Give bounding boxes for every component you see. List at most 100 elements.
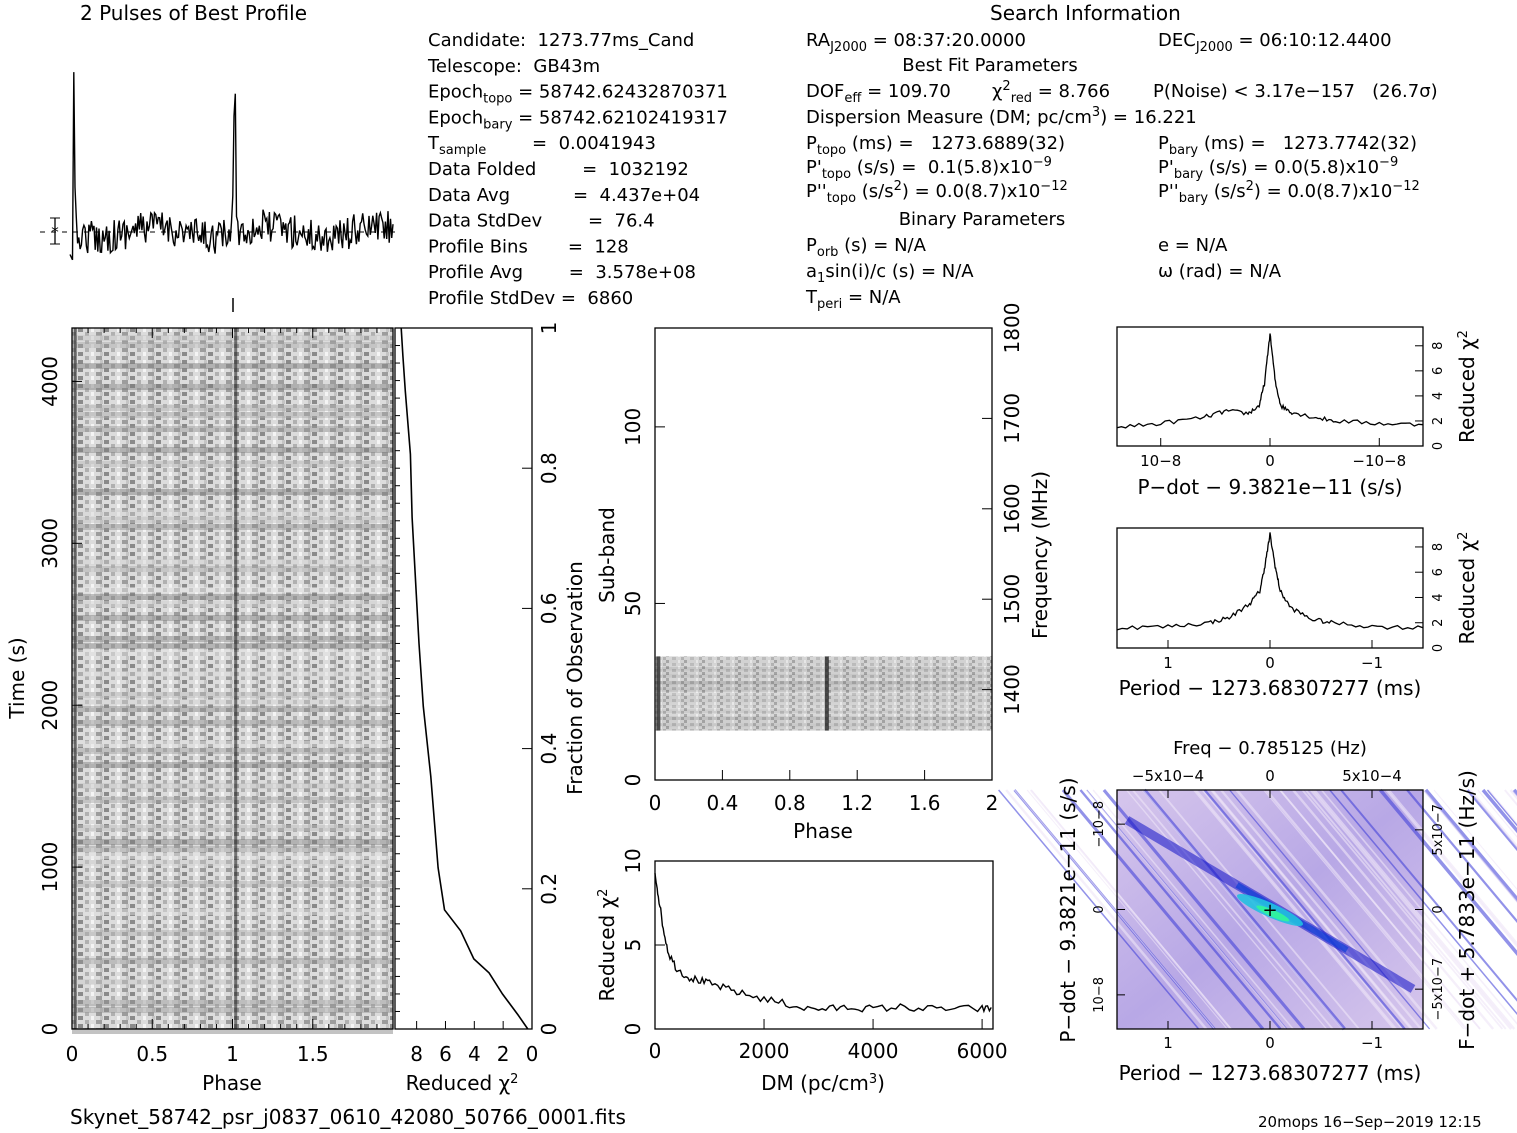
time-phase-band — [72, 426, 393, 432]
period_chi2-ytick: 6 — [1431, 568, 1446, 576]
p-pdot-streak — [998, 789, 1200, 1030]
subband-xlabel: Phase — [793, 819, 853, 843]
pddot-topo-value: P''topo (s/s2) = 0.0(8.7)x10−12 — [806, 179, 1068, 206]
candidate-info: Candidate: 1273.77ms_Cand Telescope: GB43… — [427, 30, 728, 309]
p-pdot-streak — [1026, 789, 1228, 1030]
subband-row — [655, 663, 992, 667]
p-pdot-ylabel: P−dot − 9.3821e−11 (s/s) — [1056, 777, 1080, 1042]
time-phase-ylabel: Time (s) — [5, 637, 29, 719]
time-phase-band — [72, 559, 393, 565]
a1sini-value: a1sin(i)/c (s) = N/A — [806, 261, 974, 286]
pbary-value: Pbary (ms) = 1273.7742(32) — [1158, 133, 1417, 158]
p-pdot-best-fit-marker: + — [1262, 900, 1277, 921]
subband-row — [655, 674, 992, 678]
time-phase-band — [72, 489, 393, 495]
dm-xtick: 4000 — [848, 1039, 899, 1063]
time-phase-band — [72, 958, 393, 964]
p-pdot-streak — [1481, 788, 1517, 834]
p-pdot-streak — [1229, 789, 1431, 1030]
time-phase-band — [72, 461, 393, 467]
subband-xtick: 0.4 — [706, 791, 738, 815]
p-pdot-streak — [1424, 788, 1517, 903]
time-phase-band — [72, 860, 393, 866]
time-phase-band — [72, 524, 393, 530]
dec-value: DECJ2000 = 06:10:12.4400 — [1158, 30, 1392, 55]
time-phase-band — [72, 839, 393, 845]
p-pdot-streak — [1329, 789, 1517, 1015]
period_chi2-ylabel: Reduced χ2 — [1455, 532, 1479, 645]
p-pdot-y2label: F−dot + 5.7833e−11 (Hz/s) — [1455, 770, 1479, 1050]
candidate-info-row: Tsample = 0.0041943 — [427, 133, 656, 158]
subband-row — [655, 719, 992, 724]
time-phase-band — [72, 825, 393, 831]
p-pdot-streak — [1279, 789, 1481, 1030]
subband-xtick: 1.6 — [909, 791, 941, 815]
search-info-title: Search Information — [990, 1, 1181, 25]
pdot_chi2-xtick: 0 — [1265, 452, 1275, 470]
p-pdot-y2tick: 5x10−7 — [1431, 804, 1446, 856]
p-pdot-y2tick: 0 — [1431, 905, 1446, 913]
candidate-info-row: Data StdDev = 76.4 — [428, 211, 655, 232]
subband-xtick: 0.8 — [774, 791, 806, 815]
pdot_chi2-xtick: −10−8 — [1352, 452, 1406, 470]
p-pdot-streak — [1310, 789, 1513, 1030]
p-pdot-streak — [1220, 789, 1422, 1030]
period-chi2-plot: 1 0 −1 0 2 4 6 8 Period − 1273.68307277 (ms) Redu… — [1116, 527, 1479, 700]
time-phase-band — [72, 342, 393, 348]
pdot_chi2-line — [1116, 333, 1424, 429]
time-phase-band — [72, 720, 393, 726]
period_chi2-xlabel: Period − 1273.68307277 (ms) — [1119, 676, 1422, 700]
period_chi2-xtick: 0 — [1265, 654, 1275, 672]
subband-phase-plot: 0 0.4 0.8 1.2 1.6 2 0 50 100 1400 1500 1600 1700 1800… — [595, 303, 1052, 843]
subband-row — [655, 688, 992, 692]
time-phase-xlabel: Phase — [202, 1071, 262, 1095]
omega-value: ω (rad) = N/A — [1158, 261, 1282, 282]
p-pdot-streak — [1005, 789, 1208, 1030]
subband-row — [655, 684, 992, 689]
time-phase-band — [72, 671, 393, 677]
tperi-value: Tperi = N/A — [805, 287, 901, 312]
p-pdot-peak-core — [1256, 905, 1290, 922]
best-fit-title: Best Fit Parameters — [902, 55, 1077, 76]
p-pdot-top-xtick: 0 — [1265, 767, 1275, 785]
p-pdot-streak — [1079, 789, 1282, 1030]
time-phase-band — [72, 594, 393, 600]
frequency-ytick: 1700 — [1000, 393, 1024, 444]
time-phase-band — [72, 930, 393, 936]
profile-line — [69, 72, 394, 261]
subband-row — [655, 702, 992, 706]
time-phase-band — [72, 853, 393, 859]
subband-frame — [654, 327, 993, 781]
p-pdot-streak — [1211, 789, 1414, 1030]
dm-ytick: 0 — [621, 1023, 645, 1036]
porb-value: Porb (s) = N/A — [806, 235, 927, 260]
candidate-info-row: Profile Avg = 3.578e+08 — [428, 262, 696, 283]
time-chi2-xtick: 8 — [410, 1042, 423, 1066]
subband-row — [655, 698, 992, 703]
time-phase-band — [72, 405, 393, 411]
p-pdot-xtick: 1 — [1163, 1034, 1173, 1052]
time-phase-band — [72, 636, 393, 642]
candidate-info-row: Telescope: GB43m — [427, 56, 600, 77]
p-pdot-streak — [1201, 789, 1404, 1030]
time-phase-ytick: 4000 — [38, 356, 62, 407]
subband-row — [655, 670, 992, 675]
candidate-info-row: Profile Bins = 128 — [428, 236, 629, 257]
pdot_chi2-ytick: 4 — [1431, 392, 1446, 400]
p-pdot-streak — [1014, 789, 1216, 1030]
p-pdot-streak — [1263, 789, 1465, 1030]
subband-heatmap — [655, 656, 992, 731]
pdot-topo-value: P'topo (s/s) = 0.1(5.8)x10−9 — [806, 155, 1052, 182]
candidate-info-row: Epochtopo = 58742.62432870371 — [428, 82, 728, 107]
p-pdot-streak — [1477, 789, 1517, 838]
p-pdot-top-xtick: 5x10−4 — [1342, 767, 1402, 785]
binary-title: Binary Parameters — [899, 209, 1066, 230]
period_chi2-line — [1116, 532, 1424, 631]
pdot_chi2-xtick: 10−8 — [1140, 452, 1181, 470]
time-chi2-xtick: 2 — [497, 1042, 510, 1066]
subband-pulse-track — [656, 656, 661, 731]
p-pdot-streak — [1029, 789, 1232, 1030]
fraction-ytick: 0 — [537, 1023, 561, 1036]
p-pdot-streak — [1203, 789, 1406, 1030]
error-bar-mark: * — [51, 223, 59, 241]
